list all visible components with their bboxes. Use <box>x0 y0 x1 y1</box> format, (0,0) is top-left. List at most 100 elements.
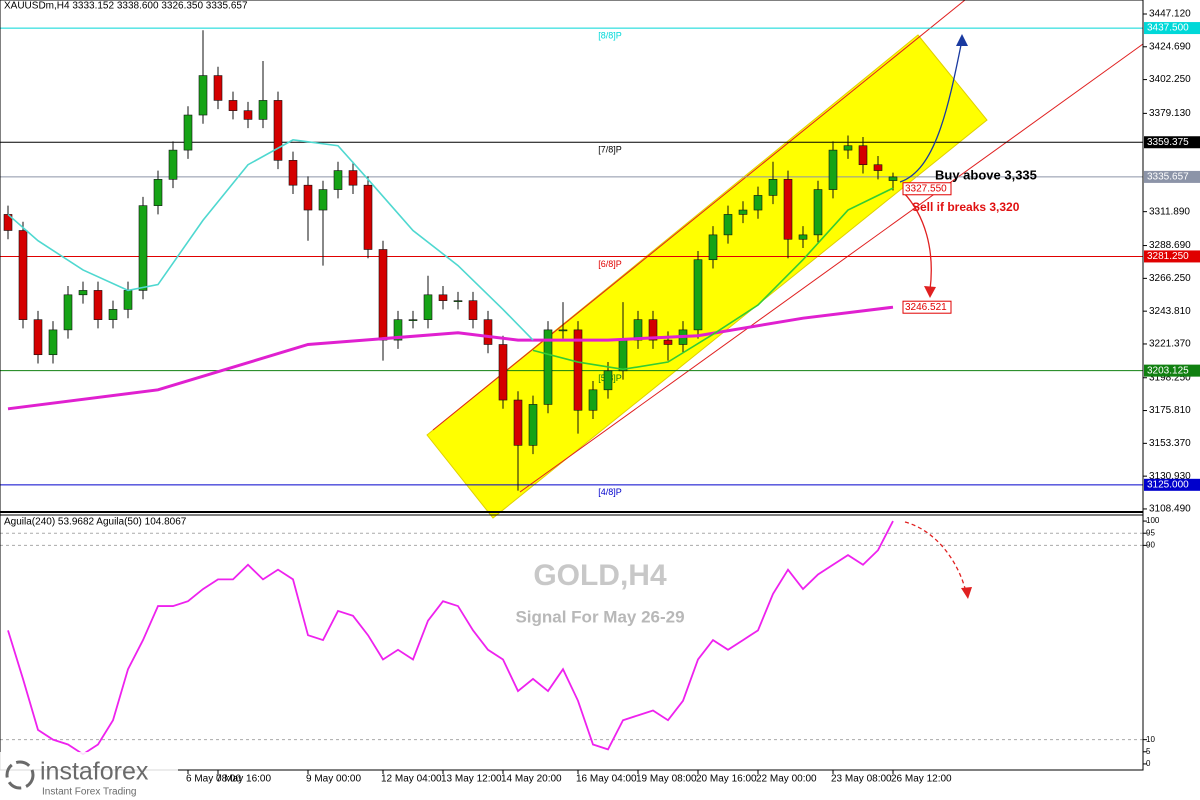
candle-body <box>183 114 193 151</box>
candle-body <box>18 230 28 320</box>
candle-body <box>693 259 703 331</box>
arrow <box>904 521 967 593</box>
candle-body <box>453 300 463 302</box>
candle-body <box>663 339 673 345</box>
logo-bg <box>0 752 178 800</box>
candle-body <box>543 329 553 405</box>
candle-body <box>108 309 118 320</box>
price-tag-bg <box>1144 250 1200 263</box>
y-tick-label: 3311.890 <box>1149 206 1190 217</box>
price-tag: 3125.000 <box>1147 479 1189 490</box>
watermark: GOLD,H4 <box>533 559 667 592</box>
logo-icon <box>5 760 35 790</box>
candle-body <box>723 214 733 236</box>
y-tick-label: 3379.130 <box>1149 108 1191 119</box>
y-tick-label: 3266.250 <box>1149 273 1191 284</box>
candle-body <box>528 404 538 446</box>
price-tag: 3437.500 <box>1147 23 1189 34</box>
candle-body <box>618 339 628 372</box>
price-tag: 3281.250 <box>1147 251 1189 262</box>
candle-body <box>378 249 388 341</box>
arrow <box>902 191 932 291</box>
x-tick-label: 16 May 04:00 <box>576 774 637 785</box>
y-tick-label: 3130.930 <box>1149 471 1191 482</box>
moving-average <box>532 187 894 371</box>
price-label-box <box>902 300 952 314</box>
candle-body <box>393 319 403 341</box>
candle-body <box>228 100 238 111</box>
candle-body <box>483 319 493 345</box>
candle-body <box>153 179 163 206</box>
candle-body <box>78 290 88 296</box>
plot: [8/8]P[7/8]P[6/8]P[5/8]P[4/8]P <box>0 27 1143 756</box>
candle-body <box>303 184 313 211</box>
y-tick-label: 3175.810 <box>1149 405 1191 416</box>
y-tick-label: 3108.490 <box>1149 504 1191 515</box>
candle-body <box>48 329 58 356</box>
x-tick-label: 9 May 00:00 <box>306 774 361 785</box>
candle-body <box>348 170 358 186</box>
y-tick-label: 3198.250 <box>1149 372 1191 383</box>
price-label: 3246.521 <box>905 302 947 313</box>
x-tick-label: 13 May 12:00 <box>441 774 502 785</box>
arrow <box>899 39 963 183</box>
price-tag: 3203.125 <box>1147 365 1189 376</box>
candle-body <box>318 189 328 211</box>
candle-body <box>258 100 268 120</box>
x-tick-label: 22 May 00:00 <box>756 774 817 785</box>
y-tick-label: 100 <box>1146 516 1160 525</box>
candle-body <box>273 100 283 161</box>
moving-average <box>7 305 894 411</box>
y-tick-label: 3424.690 <box>1149 41 1191 52</box>
price-tag-bg <box>1144 170 1200 183</box>
logo-name: instaforex <box>40 758 149 786</box>
candle-body <box>813 189 823 236</box>
level-label: [8/8]P <box>598 30 622 40</box>
y-tick-label: 5 <box>1146 747 1151 756</box>
candle-body <box>198 75 208 116</box>
arrow-head <box>956 34 968 46</box>
price-label: 3327.550 <box>905 183 947 194</box>
candle-body <box>213 75 223 101</box>
price-tag: 3359.375 <box>1147 137 1189 148</box>
price-label-box <box>902 182 952 196</box>
indicator-line <box>7 520 894 756</box>
y-tick-label: 3288.690 <box>1149 240 1191 251</box>
logo-tagline: Instant Forex Trading <box>42 787 137 798</box>
candle-body <box>588 389 598 411</box>
chart-header: XAUUSDm,H4 3333.152 3338.600 3326.350 33… <box>4 1 248 12</box>
candle-body <box>33 319 43 356</box>
y-tick-label: 90 <box>1146 540 1155 549</box>
x-tick-label: 6 May 08:00 <box>186 774 241 785</box>
candle-body <box>858 145 868 166</box>
candle-body <box>168 149 178 180</box>
candle-body <box>708 234 718 261</box>
channel-line <box>432 0 966 431</box>
y-tick-label: 10 <box>1146 735 1155 744</box>
candle-body <box>768 179 778 196</box>
x-tick-label: 12 May 04:00 <box>381 774 442 785</box>
candle-body <box>843 145 853 151</box>
candle-body <box>363 184 373 250</box>
arrow-head <box>961 587 972 599</box>
price-tag-bg <box>1144 478 1200 491</box>
candle-body <box>243 110 253 120</box>
arrow-head <box>924 286 936 298</box>
y-tick-label: 3221.370 <box>1149 339 1191 350</box>
candle-body <box>333 170 343 190</box>
channel <box>426 34 988 519</box>
buy-annotation: Buy above 3,335 <box>935 167 1037 182</box>
candle-body <box>648 319 658 341</box>
y-tick-label: 3402.250 <box>1149 74 1191 85</box>
candle-body <box>783 179 793 240</box>
candle-body <box>288 160 298 186</box>
y-tick-label: 0 <box>1146 759 1151 768</box>
x-tick-label: 20 May 16:00 <box>696 774 757 785</box>
candle-body <box>468 300 478 320</box>
x-tick-label: 19 May 08:00 <box>636 774 697 785</box>
candle-body <box>498 344 508 401</box>
x-tick-label: 14 May 20:00 <box>501 774 562 785</box>
channel-line <box>519 43 1144 493</box>
